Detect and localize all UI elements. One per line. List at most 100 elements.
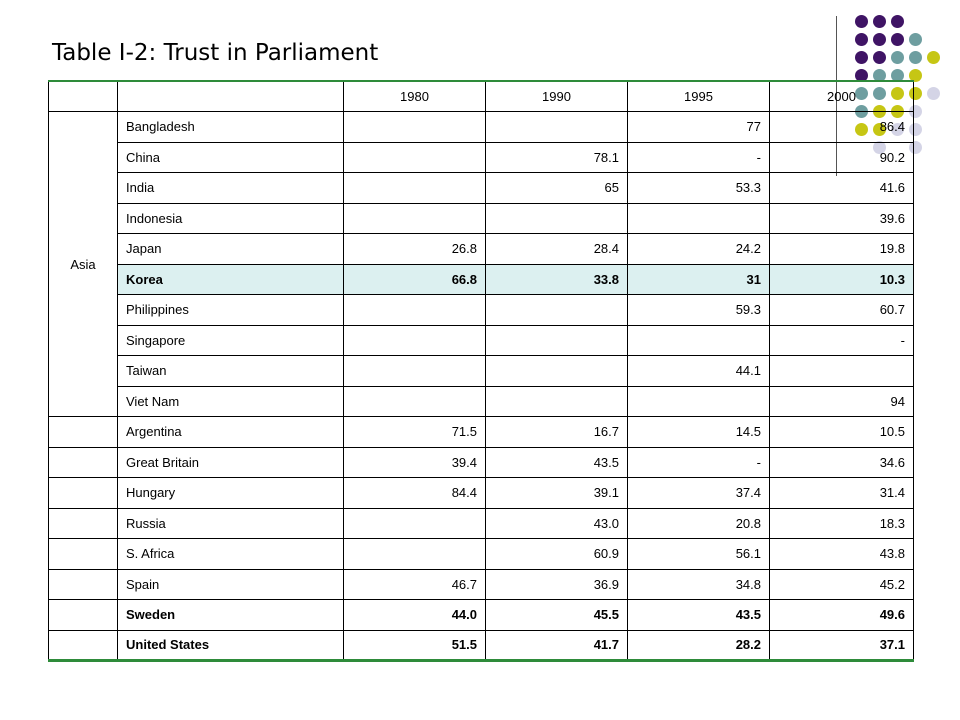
value-cell: 56.1: [627, 538, 770, 570]
value-cell: 66.8: [343, 263, 486, 295]
value-cell: 39.1: [485, 477, 628, 509]
value-cell: [343, 507, 486, 539]
value-cell: [343, 385, 486, 417]
value-cell: [343, 202, 486, 234]
value-cell: 20.8: [627, 507, 770, 539]
value-cell: 60.7: [769, 294, 914, 326]
dot: [891, 15, 904, 28]
country-name: Sweden: [117, 599, 344, 631]
value-cell: 41.6: [769, 172, 914, 204]
country-name: Hungary: [117, 477, 344, 509]
dot: [927, 87, 940, 100]
table-row: India 65 53.3 41.6: [49, 172, 914, 204]
country-name: Viet Nam: [117, 385, 344, 417]
value-cell: [769, 355, 914, 387]
value-cell: 34.8: [627, 568, 770, 600]
value-cell: [343, 111, 486, 143]
region-label: [48, 416, 118, 448]
country-name: Philippines: [117, 294, 344, 326]
value-cell: -: [627, 141, 770, 173]
value-cell: 59.3: [627, 294, 770, 326]
year-header: 1995: [627, 80, 770, 112]
dot: [891, 51, 904, 64]
value-cell: [343, 172, 486, 204]
value-cell: 28.4: [485, 233, 628, 265]
value-cell: -: [627, 446, 770, 478]
value-cell: 65: [485, 172, 628, 204]
year-header: 1980: [343, 80, 486, 112]
table-row: Spain 46.7 36.9 34.8 45.2: [48, 568, 914, 600]
value-cell: 18.3: [769, 507, 914, 539]
value-cell: 37.4: [627, 477, 770, 509]
region-label: [48, 538, 118, 570]
table-row: Taiwan 44.1: [49, 355, 914, 387]
value-cell: 90.2: [769, 141, 914, 173]
table-row: United States 51.5 41.7 28.2 37.1: [48, 629, 914, 661]
value-cell: 71.5: [343, 416, 486, 448]
year-header: 2000: [769, 80, 914, 112]
value-cell: [485, 111, 628, 143]
value-cell: [627, 324, 770, 356]
region-label: [48, 629, 118, 661]
value-cell: [627, 385, 770, 417]
value-cell: 16.7: [485, 416, 628, 448]
country-name: S. Africa: [117, 538, 344, 570]
value-cell: 28.2: [627, 629, 770, 661]
country-name: China: [117, 141, 344, 173]
trust-in-parliament-table: 1980 1990 1995 2000 Asia Bangladesh 77 86.4…: [48, 80, 914, 662]
value-cell: 45.2: [769, 568, 914, 600]
value-cell: 10.3: [769, 263, 914, 295]
dot: [855, 51, 868, 64]
value-cell: 86.4: [769, 111, 914, 143]
value-cell: [485, 385, 628, 417]
table-row: S. Africa 60.9 56.1 43.8: [48, 538, 914, 570]
value-cell: 77: [627, 111, 770, 143]
value-cell: [485, 324, 628, 356]
value-cell: 94: [769, 385, 914, 417]
region-label: [48, 599, 118, 631]
value-cell: 39.4: [343, 446, 486, 478]
country-name: Korea: [117, 263, 344, 295]
table-row: China 78.1-90.2: [49, 141, 914, 173]
header-empty-region: [48, 80, 118, 112]
value-cell: 78.1: [485, 141, 628, 173]
region-label: [48, 568, 118, 600]
value-cell: [343, 294, 486, 326]
value-cell: 24.2: [627, 233, 770, 265]
dot: [909, 51, 922, 64]
value-cell: 43.8: [769, 538, 914, 570]
value-cell: [343, 141, 486, 173]
value-cell: 46.7: [343, 568, 486, 600]
value-cell: 49.6: [769, 599, 914, 631]
value-cell: [343, 355, 486, 387]
value-cell: 26.8: [343, 233, 486, 265]
country-name: Great Britain: [117, 446, 344, 478]
value-cell: 31: [627, 263, 770, 295]
dot: [891, 33, 904, 46]
table-row: Hungary 84.4 39.1 37.4 31.4: [48, 477, 914, 509]
table-row: Great Britain 39.4 43.5-34.6: [48, 446, 914, 478]
value-cell: -: [769, 324, 914, 356]
value-cell: 43.5: [485, 446, 628, 478]
table-row: Japan 26.8 28.4 24.2 19.8: [49, 233, 914, 265]
value-cell: 36.9: [485, 568, 628, 600]
value-cell: 44.0: [343, 599, 486, 631]
value-cell: 60.9: [485, 538, 628, 570]
region-label: [48, 446, 118, 478]
dot: [873, 15, 886, 28]
region-label: Asia: [48, 111, 118, 417]
value-cell: [485, 355, 628, 387]
country-name: Taiwan: [117, 355, 344, 387]
country-name: Argentina: [117, 416, 344, 448]
region-label: [48, 507, 118, 539]
country-name: Japan: [117, 233, 344, 265]
table-row: Viet Nam 94: [49, 385, 914, 417]
value-cell: 41.7: [485, 629, 628, 661]
value-cell: 43.0: [485, 507, 628, 539]
value-cell: 14.5: [627, 416, 770, 448]
value-cell: 34.6: [769, 446, 914, 478]
value-cell: 53.3: [627, 172, 770, 204]
value-cell: [343, 324, 486, 356]
header-row: 1980 1990 1995 2000: [48, 80, 914, 112]
page-title: Table I-2: Trust in Parliament: [52, 40, 379, 66]
